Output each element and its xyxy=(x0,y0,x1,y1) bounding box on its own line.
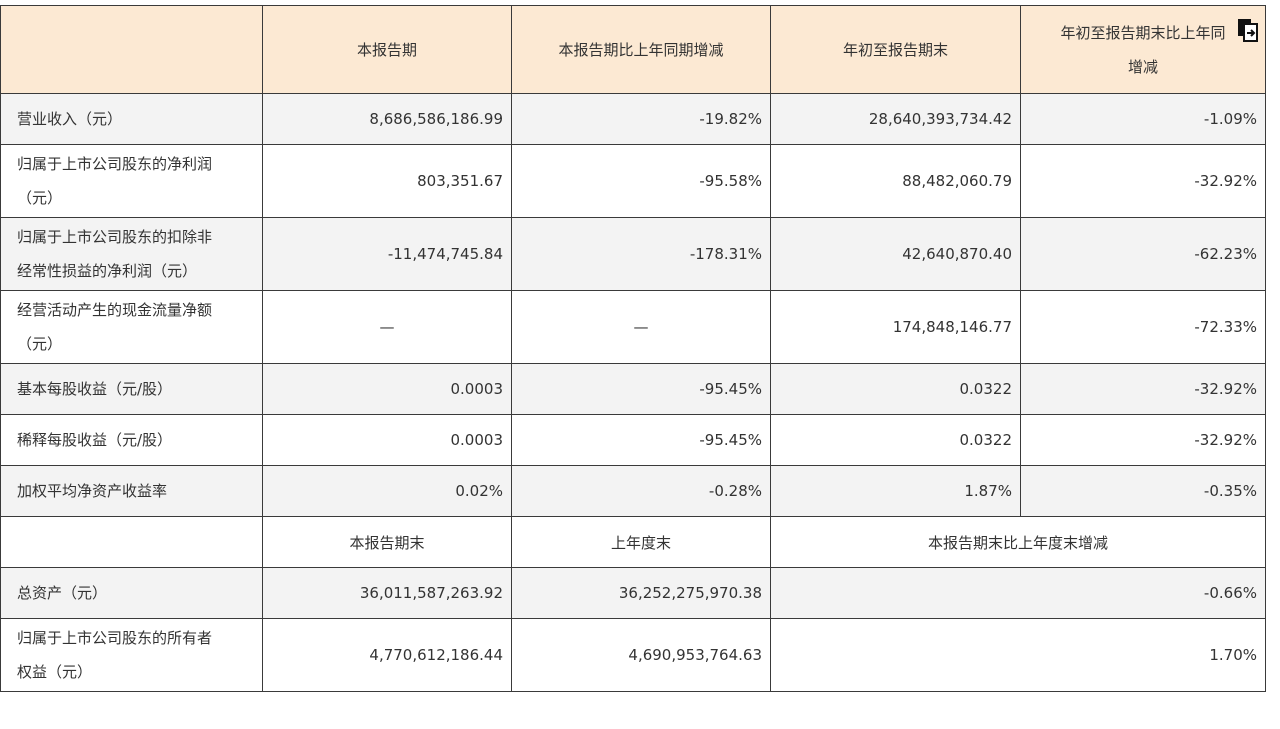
row-label-revenue: 营业收入（元） xyxy=(0,93,263,145)
table-row: 归属于上市公司股东的扣除非 经常性损益的净利润（元） -11,474,745.84… xyxy=(0,217,1266,291)
table-row: 归属于上市公司股东的净利润 （元） 803,351.67 -95.58% 88,4… xyxy=(0,144,1266,218)
header-ytd-change-line1: 年初至报告期末比上年同 xyxy=(1060,23,1226,42)
cell-value: -32.92% xyxy=(1020,414,1266,466)
cell-value: 1.87% xyxy=(770,465,1021,517)
cell-value: -1.09% xyxy=(1020,93,1266,145)
cell-value: 36,011,587,263.92 xyxy=(262,567,512,619)
table-row: 归属于上市公司股东的所有者 权益（元） 4,770,612,186.44 4,69… xyxy=(0,618,1266,692)
cell-value: 28,640,393,734.42 xyxy=(770,93,1021,145)
cell-value: 4,690,953,764.63 xyxy=(511,618,771,692)
cell-value: -95.45% xyxy=(511,363,771,415)
cell-value: -32.92% xyxy=(1020,144,1266,218)
cell-value: 36,252,275,970.38 xyxy=(511,567,771,619)
row-label-basic-eps: 基本每股收益（元/股） xyxy=(0,363,263,415)
subheader-period-end: 本报告期末 xyxy=(262,516,512,568)
subheader-change: 本报告期末比上年度末增减 xyxy=(770,516,1266,568)
cell-value: -72.33% xyxy=(1020,290,1266,364)
cell-value: 0.0003 xyxy=(262,363,512,415)
table-row: 营业收入（元） 8,686,586,186.99 -19.82% 28,640,… xyxy=(0,93,1266,145)
row-label-net-profit-deducted: 归属于上市公司股东的扣除非 经常性损益的净利润（元） xyxy=(0,217,263,291)
table-row: 加权平均净资产收益率 0.02% -0.28% 1.87% -0.35% xyxy=(0,465,1266,517)
table-row: 基本每股收益（元/股） 0.0003 -95.45% 0.0322 -32.92… xyxy=(0,363,1266,415)
cell-value: 42,640,870.40 xyxy=(770,217,1021,291)
row-label-roe: 加权平均净资产收益率 xyxy=(0,465,263,517)
header-yoy-change: 本报告期比上年同期增减 xyxy=(511,5,771,94)
cell-value: -95.45% xyxy=(511,414,771,466)
table-row: 总资产（元） 36,011,587,263.92 36,252,275,970.… xyxy=(0,567,1266,619)
cell-value: 88,482,060.79 xyxy=(770,144,1021,218)
cell-value: -62.23% xyxy=(1020,217,1266,291)
cell-value: 0.02% xyxy=(262,465,512,517)
row-label-diluted-eps: 稀释每股收益（元/股） xyxy=(0,414,263,466)
cell-value: 0.0322 xyxy=(770,363,1021,415)
row-label-total-assets: 总资产（元） xyxy=(0,567,263,619)
header-ytd: 年初至报告期末 xyxy=(770,5,1021,94)
cell-value: 0.0322 xyxy=(770,414,1021,466)
header-ytd-change-line2: 增减 xyxy=(1127,57,1158,76)
cell-value: 4,770,612,186.44 xyxy=(262,618,512,692)
cell-value: -95.58% xyxy=(511,144,771,218)
copy-document-icon[interactable] xyxy=(1237,18,1259,42)
row-label-net-profit: 归属于上市公司股东的净利润 （元） xyxy=(0,144,263,218)
header-ytd-change: 年初至报告期末比上年同 增减 xyxy=(1020,5,1266,94)
cell-value: -178.31% xyxy=(511,217,771,291)
cell-value: — xyxy=(262,290,512,364)
cell-value: -11,474,745.84 xyxy=(262,217,512,291)
cell-value: -0.28% xyxy=(511,465,771,517)
cell-value: 174,848,146.77 xyxy=(770,290,1021,364)
cell-value: -32.92% xyxy=(1020,363,1266,415)
cell-value: -0.66% xyxy=(770,567,1266,619)
subheader-blank-cell xyxy=(0,516,263,568)
cell-value: 803,351.67 xyxy=(262,144,512,218)
cell-value: 8,686,586,186.99 xyxy=(262,93,512,145)
table-subheader-row: 本报告期末 上年度末 本报告期末比上年度末增减 xyxy=(0,516,1266,568)
cell-value: 0.0003 xyxy=(262,414,512,466)
table-row: 稀释每股收益（元/股） 0.0003 -95.45% 0.0322 -32.92… xyxy=(0,414,1266,466)
table-header-row: 本报告期 本报告期比上年同期增减 年初至报告期末 年初至报告期末比上年同 增减 xyxy=(0,5,1266,94)
cell-value: — xyxy=(511,290,771,364)
financial-data-table: 本报告期 本报告期比上年同期增减 年初至报告期末 年初至报告期末比上年同 增减 … xyxy=(0,5,1266,692)
cell-value: 1.70% xyxy=(770,618,1266,692)
row-label-operating-cash-flow: 经营活动产生的现金流量净额 （元） xyxy=(0,290,263,364)
header-current-period: 本报告期 xyxy=(262,5,512,94)
subheader-prior-year-end: 上年度末 xyxy=(511,516,771,568)
header-blank-cell xyxy=(0,5,263,94)
cell-value: -0.35% xyxy=(1020,465,1266,517)
cell-value: -19.82% xyxy=(511,93,771,145)
row-label-equity: 归属于上市公司股东的所有者 权益（元） xyxy=(0,618,263,692)
table-row: 经营活动产生的现金流量净额 （元） — — 174,848,146.77 -72.… xyxy=(0,290,1266,364)
